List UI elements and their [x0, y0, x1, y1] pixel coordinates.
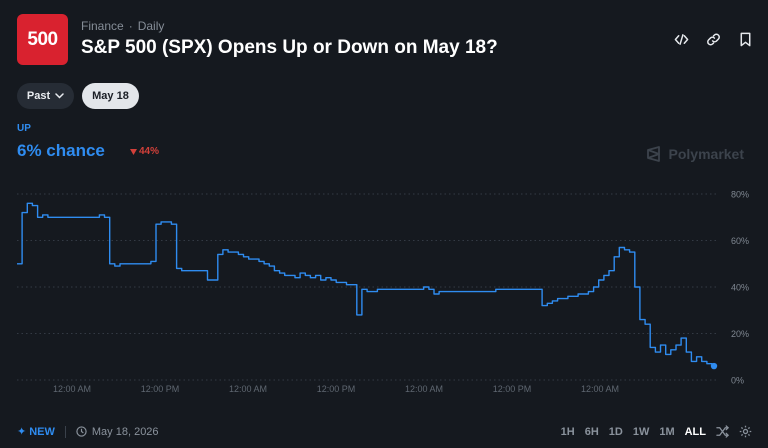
page-title: S&P 500 (SPX) Opens Up or Down on May 18… — [81, 37, 498, 58]
x-tick-label: 12:00 PM — [141, 384, 180, 394]
new-button[interactable]: ✦ NEW — [17, 425, 55, 439]
outcome-label: UP — [17, 123, 31, 134]
plus-icon: ✦ — [17, 426, 27, 438]
date-chip[interactable]: May 18 — [82, 83, 139, 109]
x-axis: 12:00 AM 12:00 PM 12:00 AM 12:00 PM 12:00 AM… — [53, 384, 619, 394]
market-logo: 500 — [17, 14, 68, 65]
polymarket-watermark: Polymarket — [646, 146, 744, 162]
y-axis: 80% 60% 40% 20% 0% — [731, 190, 749, 386]
range-1w[interactable]: 1W — [632, 425, 650, 438]
chance-value: 6% chance — [17, 141, 105, 160]
link-icon[interactable] — [704, 30, 722, 48]
y-tick-label: 60% — [731, 236, 749, 246]
triangle-down-icon — [130, 148, 137, 155]
y-tick-label: 20% — [731, 329, 749, 339]
change-badge: 44% — [130, 146, 159, 157]
y-tick-label: 40% — [731, 283, 749, 293]
footer-date-text: May 18, 2026 — [91, 425, 159, 438]
x-tick-label: 12:00 PM — [317, 384, 356, 394]
breadcrumb-frequency[interactable]: Daily — [137, 19, 165, 33]
breadcrumb: Finance · Daily — [81, 19, 164, 33]
y-tick-label: 0% — [731, 376, 744, 386]
x-tick-label: 12:00 AM — [53, 384, 91, 394]
logo-text: 500 — [27, 28, 58, 50]
x-tick-label: 12:00 AM — [405, 384, 443, 394]
past-label: Past — [26, 90, 51, 102]
y-tick-label: 80% — [731, 190, 749, 200]
x-tick-label: 12:00 AM — [229, 384, 267, 394]
range-1m[interactable]: 1M — [659, 425, 675, 438]
polymarket-logo-icon — [646, 146, 660, 162]
brand-name: Polymarket — [668, 146, 744, 162]
header-actions — [672, 30, 754, 48]
chevron-down-icon — [55, 93, 64, 99]
range-6h[interactable]: 6H — [584, 425, 599, 438]
bookmark-icon[interactable] — [736, 30, 754, 48]
change-value: 44% — [139, 146, 160, 157]
breadcrumb-separator: · — [128, 19, 133, 33]
range-1h[interactable]: 1H — [560, 425, 575, 438]
x-tick-label: 12:00 AM — [581, 384, 619, 394]
date-chip-label: May 18 — [92, 90, 129, 102]
series-end-point — [710, 362, 718, 370]
breadcrumb-category[interactable]: Finance — [81, 19, 124, 33]
clock-icon — [76, 426, 87, 437]
price-chart[interactable]: 80%60%40%20%0% 12:00 AM 12:00 PM 12:00 AM 1… — [0, 178, 768, 398]
x-tick-label: 12:00 PM — [493, 384, 532, 394]
chart-grid — [17, 193, 716, 381]
shuffle-icon[interactable] — [716, 425, 729, 438]
range-1d[interactable]: 1D — [608, 425, 623, 438]
past-dropdown[interactable]: Past — [17, 83, 74, 109]
embed-icon[interactable] — [672, 30, 690, 48]
range-all[interactable]: ALL — [684, 425, 706, 438]
footer-divider — [64, 425, 66, 438]
footer-info: ✦ NEW May 18, 2026 — [17, 425, 159, 438]
new-label: NEW — [29, 425, 55, 438]
time-range-selector: 1H 6H 1D 1W 1M ALL — [561, 425, 752, 438]
series-line-up — [17, 202, 713, 367]
footer-date: May 18, 2026 — [76, 426, 159, 438]
gear-icon[interactable] — [739, 425, 752, 438]
